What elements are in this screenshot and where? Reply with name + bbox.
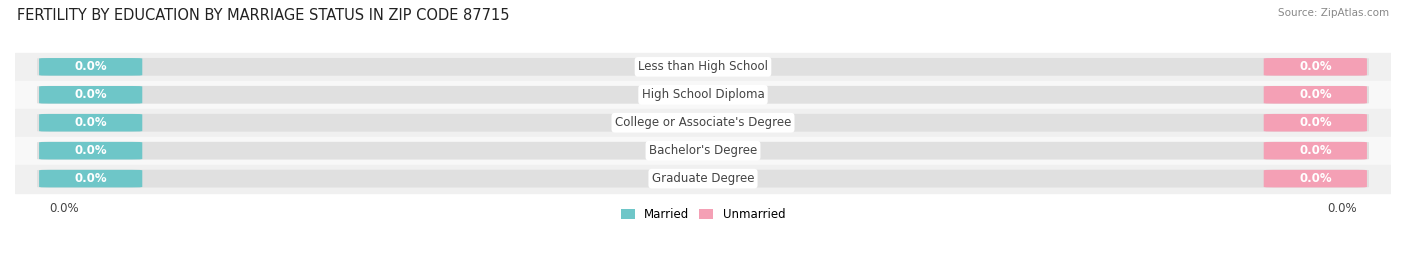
Bar <box>15 53 1391 81</box>
Text: High School Diploma: High School Diploma <box>641 88 765 101</box>
Text: Graduate Degree: Graduate Degree <box>652 172 754 185</box>
FancyBboxPatch shape <box>1264 58 1367 76</box>
FancyBboxPatch shape <box>1264 114 1367 132</box>
Legend: Married, Unmarried: Married, Unmarried <box>616 203 790 225</box>
Text: Source: ZipAtlas.com: Source: ZipAtlas.com <box>1278 8 1389 18</box>
Bar <box>15 165 1391 193</box>
FancyBboxPatch shape <box>37 58 1369 76</box>
FancyBboxPatch shape <box>39 170 142 187</box>
Text: 0.0%: 0.0% <box>1299 172 1331 185</box>
Text: College or Associate's Degree: College or Associate's Degree <box>614 116 792 129</box>
Text: Less than High School: Less than High School <box>638 60 768 73</box>
Text: 0.0%: 0.0% <box>1299 116 1331 129</box>
Text: Bachelor's Degree: Bachelor's Degree <box>650 144 756 157</box>
Bar <box>15 109 1391 137</box>
Text: 0.0%: 0.0% <box>75 60 107 73</box>
Bar <box>15 81 1391 109</box>
Text: 0.0%: 0.0% <box>1299 144 1331 157</box>
FancyBboxPatch shape <box>1264 86 1367 104</box>
Text: 0.0%: 0.0% <box>49 202 79 215</box>
Text: 0.0%: 0.0% <box>75 116 107 129</box>
FancyBboxPatch shape <box>39 86 142 104</box>
FancyBboxPatch shape <box>1264 170 1367 187</box>
FancyBboxPatch shape <box>39 58 142 76</box>
FancyBboxPatch shape <box>39 114 142 132</box>
FancyBboxPatch shape <box>37 114 1369 132</box>
FancyBboxPatch shape <box>1264 142 1367 160</box>
Text: 0.0%: 0.0% <box>75 144 107 157</box>
FancyBboxPatch shape <box>39 142 142 160</box>
Bar <box>15 137 1391 165</box>
Text: 0.0%: 0.0% <box>1299 88 1331 101</box>
FancyBboxPatch shape <box>37 86 1369 104</box>
Text: 0.0%: 0.0% <box>1327 202 1357 215</box>
FancyBboxPatch shape <box>37 142 1369 160</box>
Text: 0.0%: 0.0% <box>1299 60 1331 73</box>
FancyBboxPatch shape <box>37 170 1369 187</box>
Text: FERTILITY BY EDUCATION BY MARRIAGE STATUS IN ZIP CODE 87715: FERTILITY BY EDUCATION BY MARRIAGE STATU… <box>17 8 509 23</box>
Text: 0.0%: 0.0% <box>75 88 107 101</box>
Text: 0.0%: 0.0% <box>75 172 107 185</box>
